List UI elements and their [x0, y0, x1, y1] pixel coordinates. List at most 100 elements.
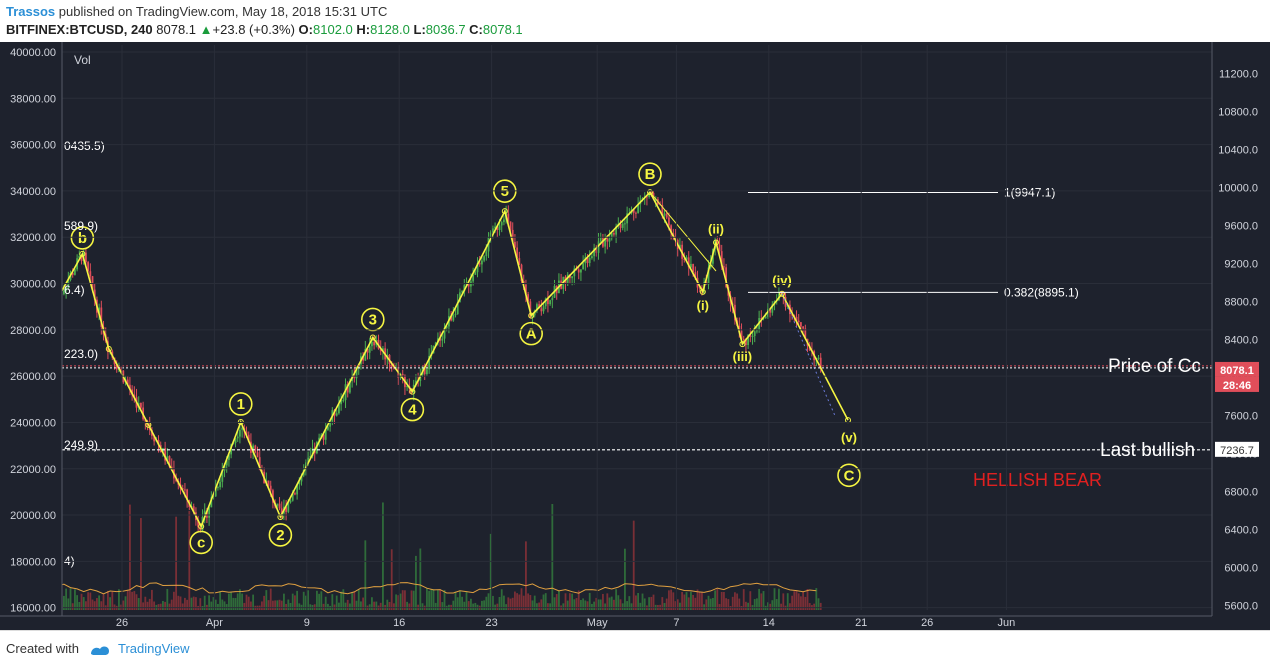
candle-body — [516, 247, 519, 259]
volume-bar — [280, 600, 283, 610]
chart-area[interactable]: 1(9947.1) 0.382(8895.1) Price of Cc Last bu… — [0, 42, 1270, 630]
candle-body — [426, 369, 428, 375]
x-axis-tick: 7 — [673, 617, 679, 629]
candle-body — [597, 241, 600, 253]
candle-body — [753, 331, 756, 336]
wave-node — [369, 334, 376, 341]
volume-bar — [190, 597, 193, 610]
volume-bar — [129, 504, 131, 610]
wave-label: 4 — [408, 402, 417, 419]
volume-bar — [753, 599, 756, 610]
author-link[interactable]: Trassos — [6, 4, 56, 19]
volume-bar — [309, 604, 312, 610]
candle-body — [485, 251, 488, 257]
volume-bar — [665, 598, 668, 610]
volume-bar — [571, 593, 574, 610]
left-axis-tick: 18000.00 — [10, 556, 56, 568]
candle-body — [291, 493, 294, 501]
candle-body — [542, 306, 545, 312]
volume-bar — [78, 601, 81, 610]
volume-bar — [439, 589, 442, 610]
candle-body — [439, 338, 442, 341]
x-axis-tick: 9 — [304, 617, 310, 629]
right-axis-tick: 9600.0 — [1224, 220, 1258, 232]
volume-bar — [668, 590, 670, 610]
volume-bar — [819, 602, 822, 610]
wave-node — [779, 290, 785, 297]
candle-body — [547, 298, 549, 305]
candle-body — [353, 375, 356, 379]
volume-bar — [558, 590, 560, 610]
volume-bar — [250, 601, 252, 610]
volume-bar — [71, 603, 74, 610]
volume-bar — [401, 590, 404, 610]
volume-bar — [716, 589, 719, 610]
volume-bar — [679, 602, 681, 610]
candle-body — [606, 238, 609, 242]
candle-body — [595, 248, 598, 253]
volume-bar — [720, 591, 723, 610]
candle-body — [635, 212, 637, 214]
candle-body — [665, 213, 668, 218]
right-axis-tick: 11200.0 — [1219, 68, 1258, 80]
volume-bar — [316, 590, 318, 610]
volume-bar — [467, 601, 470, 610]
candle-body — [133, 394, 136, 398]
volume-bar — [212, 597, 215, 610]
volume-bar — [82, 597, 85, 610]
wave-label-circle — [229, 392, 253, 416]
candle-body — [626, 213, 629, 224]
candle-body — [78, 256, 81, 259]
volume-bar — [263, 595, 266, 610]
volume-bar — [771, 600, 774, 610]
countdown-badge-text: 28:46 — [1223, 380, 1251, 392]
volume-bar — [650, 596, 653, 610]
volume-bar — [731, 596, 734, 610]
candle-body — [280, 508, 283, 514]
candle-body — [355, 368, 358, 379]
volume-bar — [93, 601, 96, 610]
volume-bar — [269, 588, 272, 610]
volume-bar — [795, 591, 798, 610]
candle-body — [349, 380, 351, 393]
volume-bar — [580, 600, 582, 610]
last-price-badge — [1215, 361, 1259, 377]
volume-bar — [701, 591, 703, 610]
volume-bar — [745, 601, 747, 610]
volume-bar — [663, 603, 666, 610]
volume-bar — [371, 597, 373, 610]
volume-bar — [146, 601, 149, 610]
candle-body — [181, 488, 184, 490]
volume-bar — [641, 593, 644, 610]
volume-bar — [483, 600, 486, 610]
volume-bar — [223, 601, 226, 610]
left-axis-tick: 20000.00 — [10, 510, 56, 522]
volume-bar — [514, 591, 516, 610]
candle-body — [241, 427, 244, 430]
candle-body — [89, 271, 92, 277]
candle-body — [588, 258, 591, 263]
volume-bar — [507, 597, 510, 610]
volume-bar — [351, 592, 354, 610]
volume-bar — [164, 601, 167, 610]
volume-bar — [687, 597, 690, 610]
volume-bar — [564, 593, 567, 610]
volume-bar — [283, 593, 285, 610]
volume-bar — [511, 597, 514, 610]
volume-bar — [278, 599, 281, 610]
volume-bar — [294, 595, 296, 610]
volume-bar — [320, 591, 323, 610]
candle-body — [456, 302, 459, 314]
price-chart[interactable]: 1(9947.1) 0.382(8895.1) Price of Cc Last bu… — [0, 42, 1270, 630]
candle-body — [393, 367, 395, 369]
candle-body — [509, 221, 512, 230]
candle-body — [725, 267, 728, 287]
volume-bar — [533, 595, 536, 610]
volume-bar — [705, 599, 708, 610]
right-axis-tick: 8400.0 — [1224, 334, 1258, 346]
tradingview-link[interactable]: TradingView — [118, 641, 190, 656]
candle-body — [492, 228, 494, 233]
candle-body — [203, 510, 206, 517]
volume-bar — [203, 595, 206, 610]
volume-bar — [628, 596, 631, 610]
